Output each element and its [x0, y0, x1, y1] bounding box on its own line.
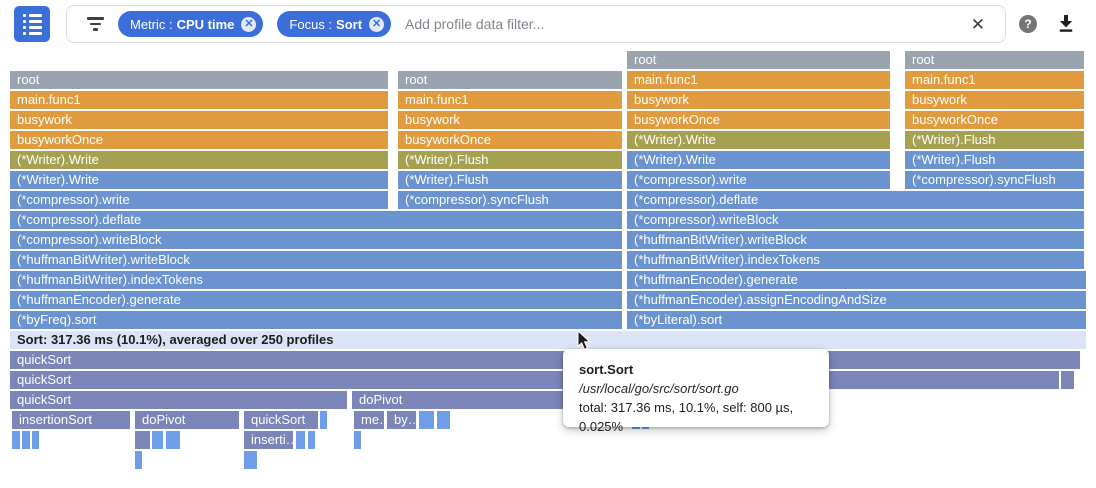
filter-list-icon — [87, 17, 104, 31]
chip-prefix: Focus : — [289, 16, 333, 32]
flame-box[interactable] — [166, 431, 173, 449]
flame-box[interactable]: root — [10, 71, 388, 89]
flame-box[interactable]: (*Writer).Flush — [905, 151, 1084, 169]
flame-box[interactable]: (*huffmanBitWriter).indexTokens — [10, 271, 622, 289]
flame-box[interactable]: root — [398, 71, 622, 89]
chip-remove-icon[interactable]: ✕ — [241, 16, 257, 32]
flame-box[interactable]: root — [627, 51, 890, 69]
flame-box[interactable]: (*huffmanEncoder).generate — [10, 291, 622, 309]
chip-remove-icon[interactable]: ✕ — [369, 16, 385, 32]
flame-box[interactable]: quickSort — [10, 351, 1080, 369]
flame-box[interactable]: (*huffmanBitWriter).indexTokens — [627, 251, 1084, 269]
flame-box[interactable]: busyworkOnce — [10, 131, 388, 149]
flame-box[interactable]: busywork — [10, 111, 388, 129]
flame-box[interactable] — [437, 411, 444, 429]
flame-box[interactable]: (*Writer).Write — [627, 131, 890, 149]
flame-box[interactable]: main.func1 — [627, 71, 890, 89]
flame-box[interactable]: insertionSort — [12, 411, 130, 429]
filter-input-placeholder[interactable]: Add profile data filter... — [405, 16, 545, 32]
flame-box[interactable] — [250, 451, 257, 469]
flame-box[interactable]: quickSort — [10, 391, 347, 409]
flame-box[interactable] — [12, 431, 20, 449]
flame-box[interactable] — [354, 431, 361, 449]
flame-box[interactable] — [135, 451, 142, 469]
flame-box[interactable] — [296, 431, 305, 449]
flame-box[interactable]: (*compressor).writeBlock — [627, 211, 1084, 229]
flame-box[interactable]: (*huffmanBitWriter).writeBlock — [627, 231, 1084, 249]
flame-box[interactable]: busyworkOnce — [627, 111, 890, 129]
flame-box[interactable]: busywork — [627, 91, 890, 109]
flame-box[interactable] — [152, 431, 163, 449]
flame-box[interactable]: (*huffmanEncoder).generate — [627, 271, 1086, 289]
flame-box[interactable]: (*compressor).syncFlush — [905, 171, 1084, 189]
flame-box[interactable] — [22, 431, 30, 449]
tooltip: sort.Sort /usr/local/go/src/sort/sort.go… — [563, 349, 829, 434]
list-icon — [22, 13, 42, 35]
flame-box[interactable]: doPivot — [135, 411, 239, 429]
filter-bar[interactable]: Metric : CPU time ✕ Focus : Sort ✕ Add p… — [66, 5, 1006, 43]
flame-box[interactable] — [1061, 371, 1074, 389]
download-icon[interactable] — [1057, 14, 1075, 38]
cursor-icon — [577, 329, 592, 356]
filter-chip-metric[interactable]: Metric : CPU time ✕ — [118, 11, 264, 37]
flame-box[interactable]: (*huffmanBitWriter).writeBlock — [10, 251, 622, 269]
flame-box[interactable] — [244, 451, 251, 469]
profile-list-button[interactable] — [14, 6, 50, 42]
flame-box[interactable] — [32, 431, 39, 449]
flame-box[interactable]: (*compressor).write — [10, 191, 388, 209]
tooltip-stats: total: 317.36 ms, 10.1%, self: 800 µs, 0… — [579, 400, 794, 434]
flame-box[interactable]: root — [905, 51, 1084, 69]
flame-box[interactable]: (*Writer).Write — [10, 171, 388, 189]
flame-box[interactable]: main.func1 — [905, 71, 1084, 89]
filter-chip-focus[interactable]: Focus : Sort ✕ — [277, 11, 392, 37]
help-icon[interactable]: ? — [1019, 15, 1037, 33]
flame-box[interactable]: (*byLiteral).sort — [627, 311, 1086, 329]
flame-box[interactable]: quickSort — [244, 411, 318, 429]
flame-box[interactable]: (*Writer).Write — [627, 151, 890, 169]
flame-box[interactable]: (*Writer).Flush — [905, 131, 1084, 149]
flame-box[interactable]: (*compressor).syncFlush — [398, 191, 622, 209]
flame-box[interactable]: busyworkOnce — [398, 131, 622, 149]
flame-box[interactable]: busywork — [398, 111, 622, 129]
flame-box[interactable] — [443, 411, 450, 429]
flame-box[interactable]: (*byFreq).sort — [10, 311, 622, 329]
chip-value: CPU time — [176, 16, 235, 32]
chip-value: Sort — [336, 16, 363, 32]
flame-box[interactable]: (*huffmanEncoder).assignEncodingAndSize — [627, 291, 1086, 309]
chip-prefix: Metric : — [130, 16, 173, 32]
flame-box[interactable]: (*compressor).deflate — [10, 211, 622, 229]
flame-box[interactable]: busywork — [905, 91, 1084, 109]
tooltip-function-name: sort.Sort — [579, 362, 634, 377]
flame-box[interactable]: busyworkOnce — [905, 111, 1084, 129]
flame-box[interactable]: (*Writer).Flush — [398, 151, 622, 169]
toolbar: Metric : CPU time ✕ Focus : Sort ✕ Add p… — [0, 0, 1096, 48]
clear-filters-icon[interactable]: ✕ — [970, 15, 985, 34]
flame-box[interactable] — [419, 411, 434, 429]
flame-box[interactable] — [308, 431, 315, 449]
flame-box[interactable]: (*Writer).Flush — [398, 171, 622, 189]
flame-box[interactable] — [320, 411, 327, 429]
flame-box[interactable]: (*compressor).deflate — [627, 191, 1084, 209]
flame-box[interactable]: (*compressor).writeBlock — [10, 231, 622, 249]
flame-box[interactable]: by… — [387, 411, 416, 429]
flame-box[interactable]: quickSort — [10, 371, 1059, 389]
flame-box[interactable]: (*Writer).Write — [10, 151, 388, 169]
focus-row[interactable]: Sort: 317.36 ms (10.1%), averaged over 2… — [10, 331, 1086, 349]
flame-box[interactable]: me… — [354, 411, 384, 429]
tooltip-source-path: /usr/local/go/src/sort/sort.go — [579, 381, 739, 396]
flame-box[interactable]: main.func1 — [398, 91, 622, 109]
flame-box[interactable]: main.func1 — [10, 91, 388, 109]
flame-box[interactable] — [135, 431, 150, 449]
flame-box[interactable]: (*compressor).write — [627, 171, 890, 189]
flame-box[interactable]: inserti… — [244, 431, 293, 449]
flame-box[interactable] — [173, 431, 180, 449]
